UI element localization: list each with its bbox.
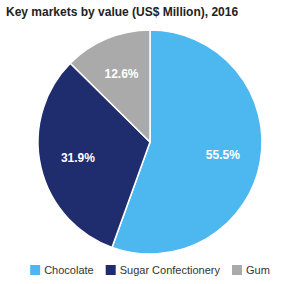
- legend-label: Chocolate: [44, 264, 94, 276]
- legend-item: Gum: [232, 264, 270, 276]
- legend-item: Chocolate: [30, 264, 94, 276]
- title: Key markets by value (US$ Million), 2016: [6, 5, 238, 19]
- legend-item: Sugar Confectionery: [106, 264, 221, 276]
- legend-swatch: [106, 265, 116, 275]
- pie: [38, 30, 262, 254]
- chart: Key markets by value (US$ Million), 2016…: [0, 0, 300, 284]
- legend-label: Gum: [246, 264, 270, 276]
- legend-label: Sugar Confectionery: [120, 264, 221, 276]
- slice: [70, 30, 150, 142]
- data-label: 12.6%: [104, 67, 138, 81]
- legend: Chocolate Sugar Confectionery Gum: [30, 264, 270, 276]
- legend-swatch: [30, 265, 40, 275]
- data-label: 55.5%: [206, 148, 240, 162]
- data-label: 31.9%: [61, 151, 95, 165]
- legend-swatch: [232, 265, 242, 275]
- data-labels: 55.5% 31.9% 12.6%: [61, 67, 240, 166]
